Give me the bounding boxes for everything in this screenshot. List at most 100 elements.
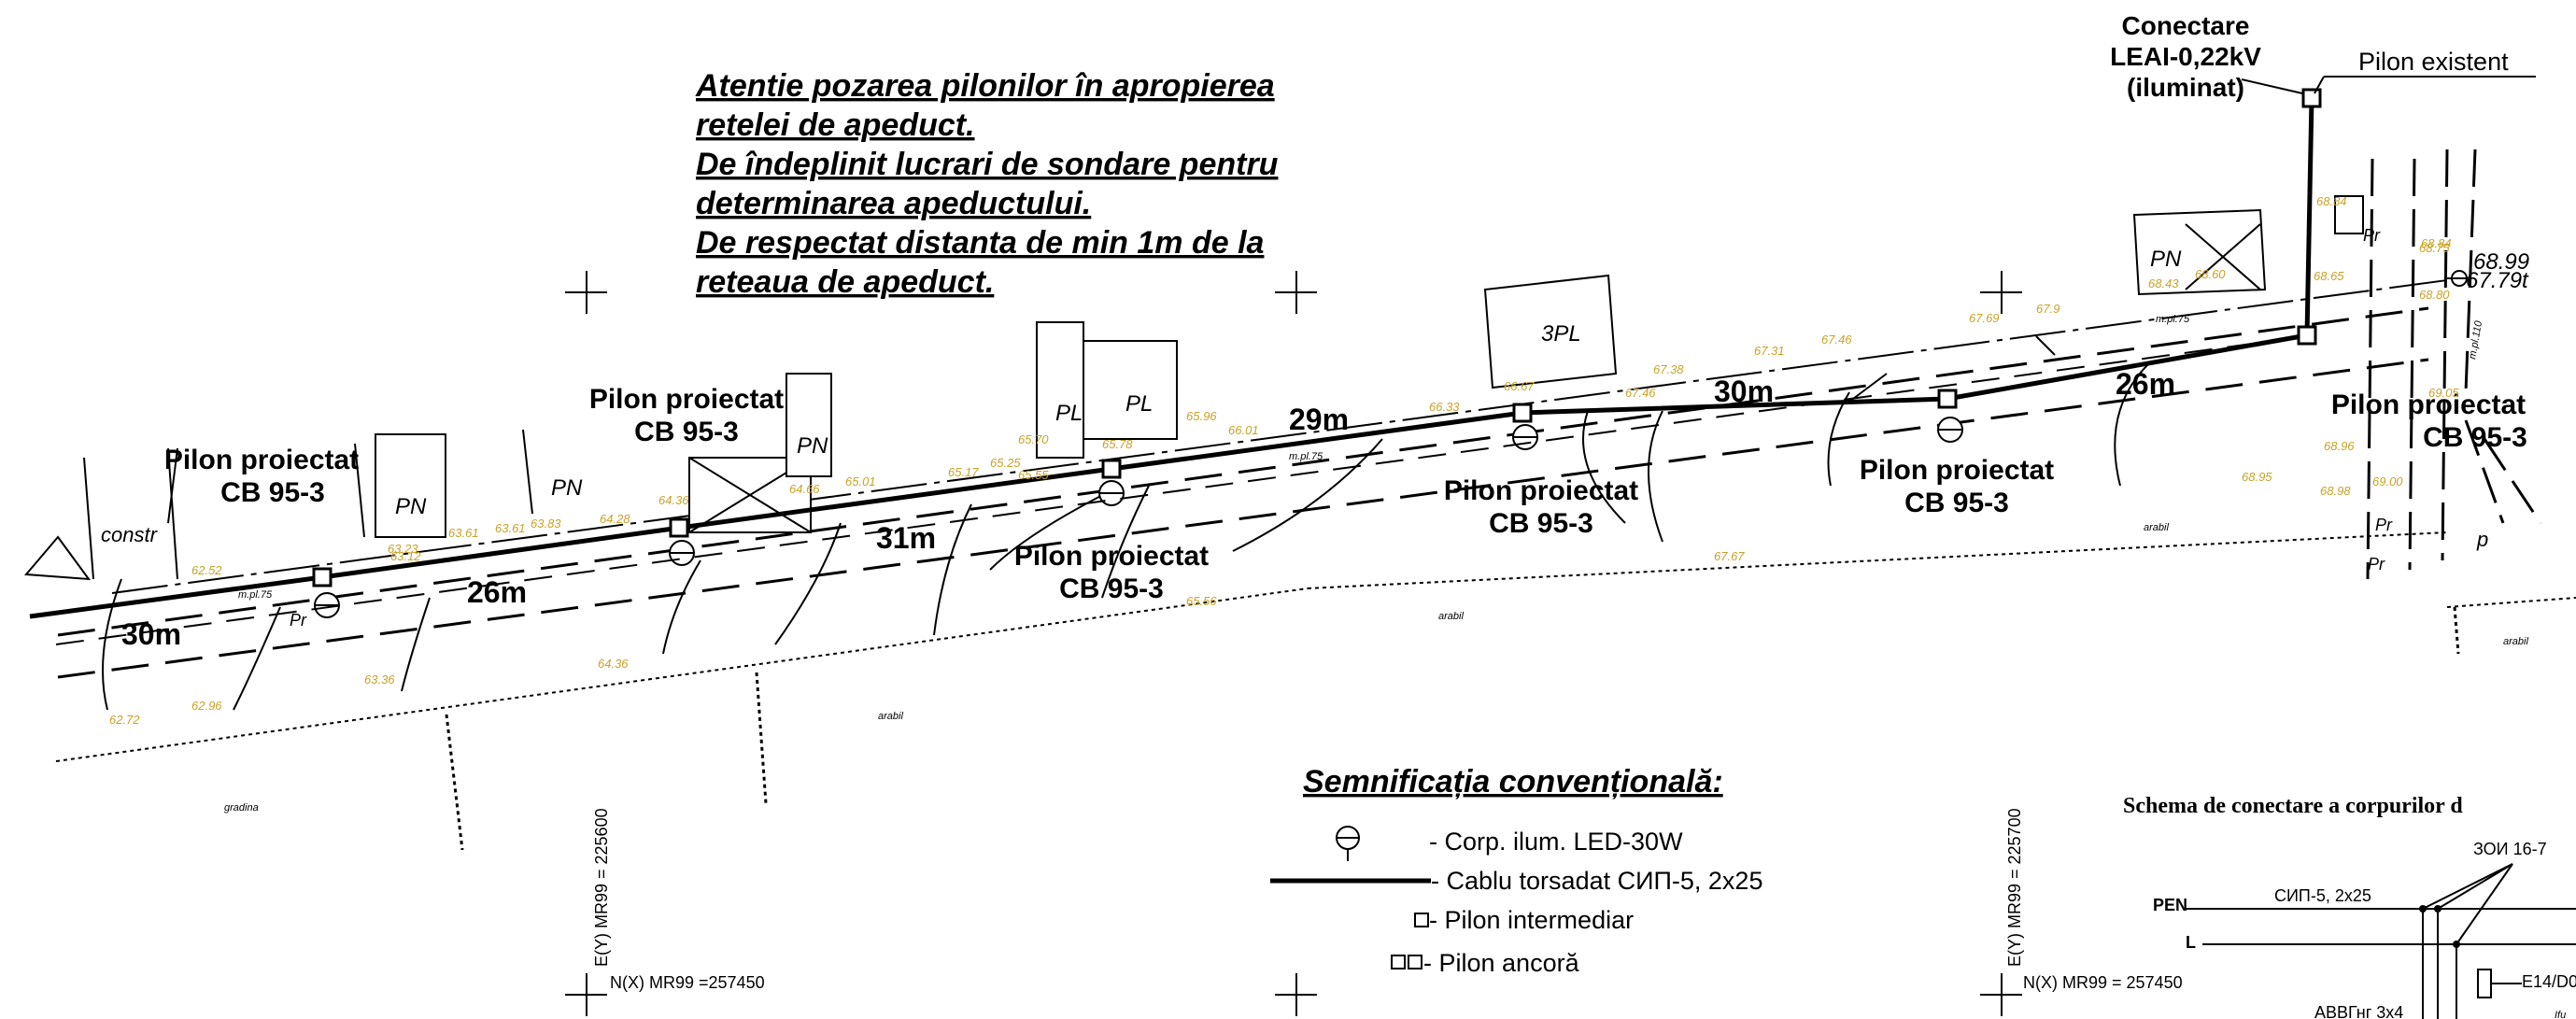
elevation-label: 65.55 <box>1018 468 1049 482</box>
elevation-label: 65.78 <box>1102 437 1133 451</box>
elevation-label: 68.75 <box>2419 241 2450 255</box>
fences <box>445 606 2460 851</box>
elevation-label: 63.61 <box>448 526 479 540</box>
elevation-label: 66.01 <box>1228 423 1259 437</box>
projected-cable <box>29 97 2314 619</box>
note-line: determinarea apeductului. <box>696 186 1091 221</box>
note-line: De îndeplinit lucrari de sondare pentru <box>696 147 1279 182</box>
area-label: arabil <box>2503 636 2528 647</box>
elevation-label: 66.33 <box>1429 400 1460 414</box>
elevation-label: 63.61 <box>495 521 526 535</box>
pylon-type: CB 95-3 <box>634 417 739 447</box>
building-label: PL <box>1125 391 1153 417</box>
elevation-label: 69.05 <box>2428 386 2459 400</box>
note-line: Atentie pozarea pilonilor în apropierea <box>695 68 1275 104</box>
span-length: 31m <box>876 521 936 555</box>
note-line: retelei de apeduct. <box>696 107 975 143</box>
area-labels: gradina arabil arabil arabil arabil <box>224 522 2528 814</box>
survey-crosses <box>565 271 2022 1016</box>
elevation-label: 67.9 <box>2036 302 2059 316</box>
connection-label: Conectare LEAI-0,22kV (iluminat) Pilon e… <box>2110 11 2536 102</box>
elevation-label: 65.01 <box>845 474 876 488</box>
building-label: PN <box>395 494 427 519</box>
elevation-label: 64.66 <box>789 482 820 496</box>
elevation-label: 68.95 <box>2242 470 2272 484</box>
water-pipe <box>55 335 2308 645</box>
building-label: PN <box>2150 247 2182 272</box>
span-length: 26m <box>467 575 527 609</box>
pylon-anchor-icon <box>1391 955 1422 969</box>
elevation-label: 68.60 <box>2195 267 2226 281</box>
pylon-type: CB 95-3 <box>1904 488 2009 518</box>
mpl-labels: m.pl.75 m.pl.75 m.pl.75 m.pl.110 <box>238 314 2484 601</box>
building-label: PL <box>1055 401 1083 426</box>
connection-line3: (iluminat) <box>2127 73 2244 102</box>
elevation-label: 66.67 <box>1504 379 1535 393</box>
elevation-label: 62.96 <box>191 699 222 713</box>
span-length: 26m <box>2116 367 2175 401</box>
elevation-label: 68.80 <box>2419 288 2450 302</box>
coord-ey2: E(Y) MR99 = 225700 <box>2005 808 2024 967</box>
elevation-label: 62.52 <box>191 563 222 577</box>
right-streets <box>2366 149 2542 580</box>
building-label: Pr <box>290 611 307 630</box>
elevation-label: 68.84 <box>2316 194 2347 208</box>
area-label: gradina <box>224 802 259 814</box>
elevation-label: 68.98 <box>2320 484 2351 498</box>
elevation-label: 65.17 <box>948 465 979 479</box>
legend-item-cable: - Cablu torsadat СИП-5, 2x25 <box>1431 867 1762 895</box>
warning-notes: Atentie pozarea pilonilor în apropierea … <box>695 68 1279 300</box>
elevation-label: 67.46 <box>1625 386 1656 400</box>
pylon-intermediate-icon <box>1414 913 1429 927</box>
note-line: reteaua de apeduct. <box>696 264 994 300</box>
coord-ey1: E(Y) MR99 = 225600 <box>592 808 611 967</box>
pylon-label: Pilon proiectat <box>589 384 784 415</box>
elevation-label: 67.38 <box>1653 362 1684 376</box>
elevation-label: 68.96 <box>2324 439 2355 453</box>
elevation-label: 62.72 <box>109 713 140 727</box>
buildings <box>23 195 2364 581</box>
elevation-label: 67.46 <box>1821 333 1852 347</box>
mpl-label: m.pl.75 <box>238 589 273 601</box>
elevation-label: 65.70 <box>1018 432 1049 446</box>
span-length: 30m <box>121 617 181 651</box>
building-label: 3PL <box>1541 321 1581 347</box>
lamp-icon <box>1336 826 1360 861</box>
schema-fuse: E14/D0 <box>2522 972 2576 991</box>
pylon-type: CB 95-3 <box>1489 508 1593 539</box>
building-label: p <box>2476 528 2488 551</box>
pylon-label: Pilon proiectat <box>1860 455 2054 486</box>
projected-pylons <box>312 88 2322 587</box>
elevation-label: 68.43 <box>2148 276 2179 290</box>
elevation-label: 64.36 <box>598 657 629 671</box>
coord-nx1: N(X) MR99 =257450 <box>610 973 765 992</box>
area-label: arabil <box>1438 611 1464 622</box>
elevation-label: 63.12 <box>390 549 421 563</box>
legend: Semnificația convențională: - Corp. ilum… <box>1270 764 1762 977</box>
pylon-label: Pilon proiectat <box>1444 475 1638 506</box>
schema-title: Schema de conectare a corpurilor d <box>2123 794 2463 818</box>
legend-item-anchor: - Pilon ancoră <box>1423 949 1580 977</box>
coord-nx2: N(X) MR99 = 257450 <box>2023 973 2183 992</box>
road-edges <box>55 279 2576 762</box>
legend-item-intermediate: - Pilon intermediar <box>1429 906 1634 934</box>
building-labels: constr PN PN PN PL PL 3PL PN Pr Pr Pr Pr… <box>101 226 2488 630</box>
building-label: constr <box>101 523 159 546</box>
pylon-labels: Pilon proiectat CB 95-3 Pilon proiectat … <box>164 384 2527 604</box>
elevation-label: 63.23 <box>388 542 418 556</box>
building-label: Pr <box>2375 516 2393 534</box>
span-length: 29m <box>1289 403 1349 436</box>
elevation-label: 68.84 <box>2421 236 2452 250</box>
elevation-label: 64.28 <box>600 512 630 526</box>
pylon-type: CB 95-3 <box>1059 573 1164 604</box>
area-label: arabil <box>878 711 903 722</box>
benchmark: 68.99 67.79t <box>2447 249 2529 293</box>
building-label: PN <box>551 475 583 501</box>
plot-boundaries <box>83 335 2149 711</box>
mpl-label: m.pl.75 <box>1289 451 1323 462</box>
building-label: PN <box>797 433 828 459</box>
connection-schema: Schema de conectare a corpurilor d ЗОИ 1… <box>2123 794 2576 1019</box>
elevation-label: 63.36 <box>364 672 395 686</box>
elevation-label: 69.00 <box>2372 474 2403 488</box>
elevation-label: 67.31 <box>1754 344 1785 358</box>
